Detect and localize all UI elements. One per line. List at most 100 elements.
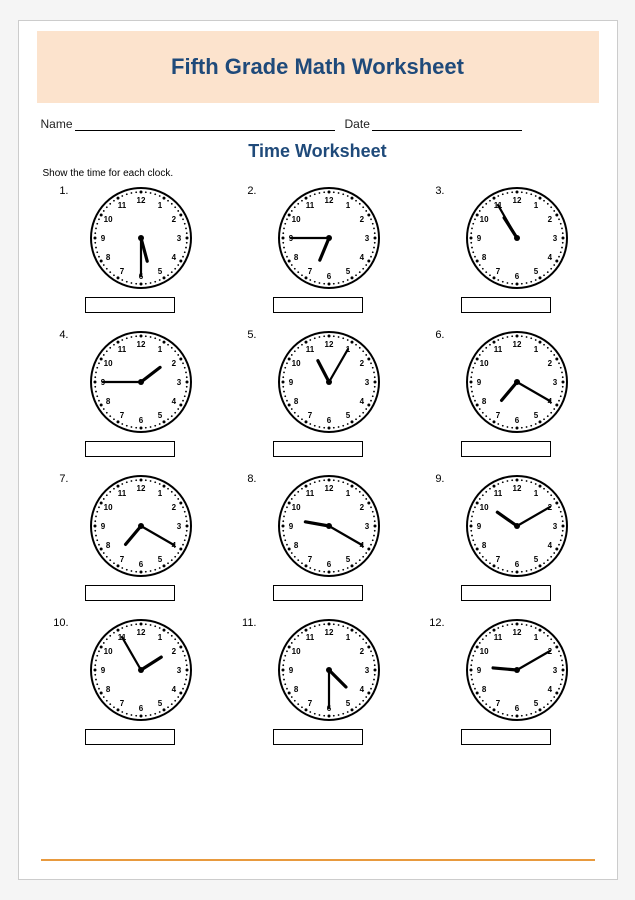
answer-box[interactable] (461, 729, 551, 745)
svg-text:5: 5 (533, 411, 538, 420)
svg-text:1: 1 (157, 633, 162, 642)
svg-text:3: 3 (364, 234, 369, 243)
svg-text:11: 11 (305, 345, 314, 354)
svg-text:2: 2 (359, 503, 364, 512)
svg-text:8: 8 (293, 541, 298, 550)
svg-text:6: 6 (326, 272, 331, 281)
svg-text:11: 11 (493, 489, 502, 498)
svg-text:9: 9 (100, 234, 105, 243)
instructions: Show the time for each clock. (43, 168, 595, 179)
svg-text:11: 11 (305, 633, 314, 642)
svg-text:3: 3 (552, 378, 557, 387)
answer-box[interactable] (85, 585, 175, 601)
svg-text:2: 2 (547, 359, 552, 368)
clock-cell: 5.123456789101112 (239, 327, 397, 457)
svg-text:9: 9 (100, 666, 105, 675)
svg-text:7: 7 (495, 411, 500, 420)
svg-text:6: 6 (138, 416, 143, 425)
svg-text:3: 3 (176, 522, 181, 531)
svg-text:11: 11 (493, 633, 502, 642)
clock-face: 123456789101112 (449, 327, 585, 437)
svg-text:1: 1 (533, 345, 538, 354)
svg-text:3: 3 (364, 666, 369, 675)
svg-text:10: 10 (479, 503, 488, 512)
svg-text:7: 7 (495, 267, 500, 276)
svg-text:12: 12 (512, 628, 521, 637)
svg-text:12: 12 (324, 340, 333, 349)
clock-cell: 2.123456789101112 (239, 183, 397, 313)
answer-box[interactable] (273, 297, 363, 313)
question-number: 8. (239, 471, 261, 485)
svg-text:5: 5 (157, 555, 162, 564)
answer-box[interactable] (461, 297, 551, 313)
svg-text:9: 9 (476, 666, 481, 675)
svg-text:11: 11 (117, 345, 126, 354)
svg-text:3: 3 (364, 378, 369, 387)
svg-text:1: 1 (533, 489, 538, 498)
svg-text:7: 7 (307, 267, 312, 276)
clock-cell-top: 2.123456789101112 (239, 183, 397, 293)
answer-box[interactable] (273, 441, 363, 457)
svg-text:1: 1 (157, 345, 162, 354)
svg-text:6: 6 (326, 416, 331, 425)
svg-text:3: 3 (552, 522, 557, 531)
date-line[interactable] (372, 117, 522, 131)
svg-text:10: 10 (479, 647, 488, 656)
svg-text:5: 5 (157, 699, 162, 708)
question-number: 1. (51, 183, 73, 197)
answer-box[interactable] (85, 729, 175, 745)
answer-box[interactable] (85, 297, 175, 313)
svg-text:3: 3 (552, 666, 557, 675)
question-number: 7. (51, 471, 73, 485)
svg-text:7: 7 (307, 411, 312, 420)
answer-box[interactable] (85, 441, 175, 457)
footer-rule (41, 859, 595, 861)
question-number: 4. (51, 327, 73, 341)
svg-text:2: 2 (359, 359, 364, 368)
svg-text:9: 9 (476, 378, 481, 387)
clock-cell-top: 3.123456789101112 (427, 183, 585, 293)
name-line[interactable] (75, 117, 335, 131)
svg-text:10: 10 (479, 215, 488, 224)
svg-text:4: 4 (547, 253, 552, 262)
answer-box[interactable] (461, 585, 551, 601)
svg-text:1: 1 (345, 633, 350, 642)
svg-text:7: 7 (119, 411, 124, 420)
svg-text:2: 2 (359, 647, 364, 656)
clock-cell-top: 11.123456789101112 (239, 615, 397, 725)
answer-box[interactable] (273, 729, 363, 745)
svg-text:7: 7 (307, 699, 312, 708)
clock-face: 123456789101112 (261, 327, 397, 437)
svg-text:7: 7 (495, 555, 500, 564)
svg-text:4: 4 (359, 253, 364, 262)
clock-face: 123456789101112 (73, 183, 209, 293)
svg-text:6: 6 (514, 704, 519, 713)
svg-text:9: 9 (476, 522, 481, 531)
svg-text:10: 10 (103, 215, 112, 224)
svg-text:7: 7 (119, 699, 124, 708)
svg-text:5: 5 (345, 267, 350, 276)
clock-face: 123456789101112 (73, 471, 209, 581)
svg-text:8: 8 (293, 397, 298, 406)
answer-box[interactable] (461, 441, 551, 457)
svg-text:12: 12 (324, 628, 333, 637)
svg-text:9: 9 (100, 522, 105, 531)
svg-text:8: 8 (481, 397, 486, 406)
svg-text:12: 12 (324, 196, 333, 205)
svg-text:12: 12 (136, 196, 145, 205)
date-field: Date (345, 117, 522, 131)
svg-text:6: 6 (138, 704, 143, 713)
svg-text:12: 12 (136, 340, 145, 349)
svg-text:9: 9 (288, 378, 293, 387)
clock-face: 123456789101112 (449, 471, 585, 581)
worksheet-page: Fifth Grade Math Worksheet Name Date Tim… (18, 20, 618, 880)
svg-text:3: 3 (176, 378, 181, 387)
svg-text:11: 11 (305, 201, 314, 210)
clock-cell: 7.123456789101112 (51, 471, 209, 601)
question-number: 2. (239, 183, 261, 197)
svg-text:9: 9 (476, 234, 481, 243)
clock-face: 123456789101112 (449, 615, 585, 725)
svg-text:6: 6 (514, 416, 519, 425)
clock-cell: 1.123456789101112 (51, 183, 209, 313)
answer-box[interactable] (273, 585, 363, 601)
